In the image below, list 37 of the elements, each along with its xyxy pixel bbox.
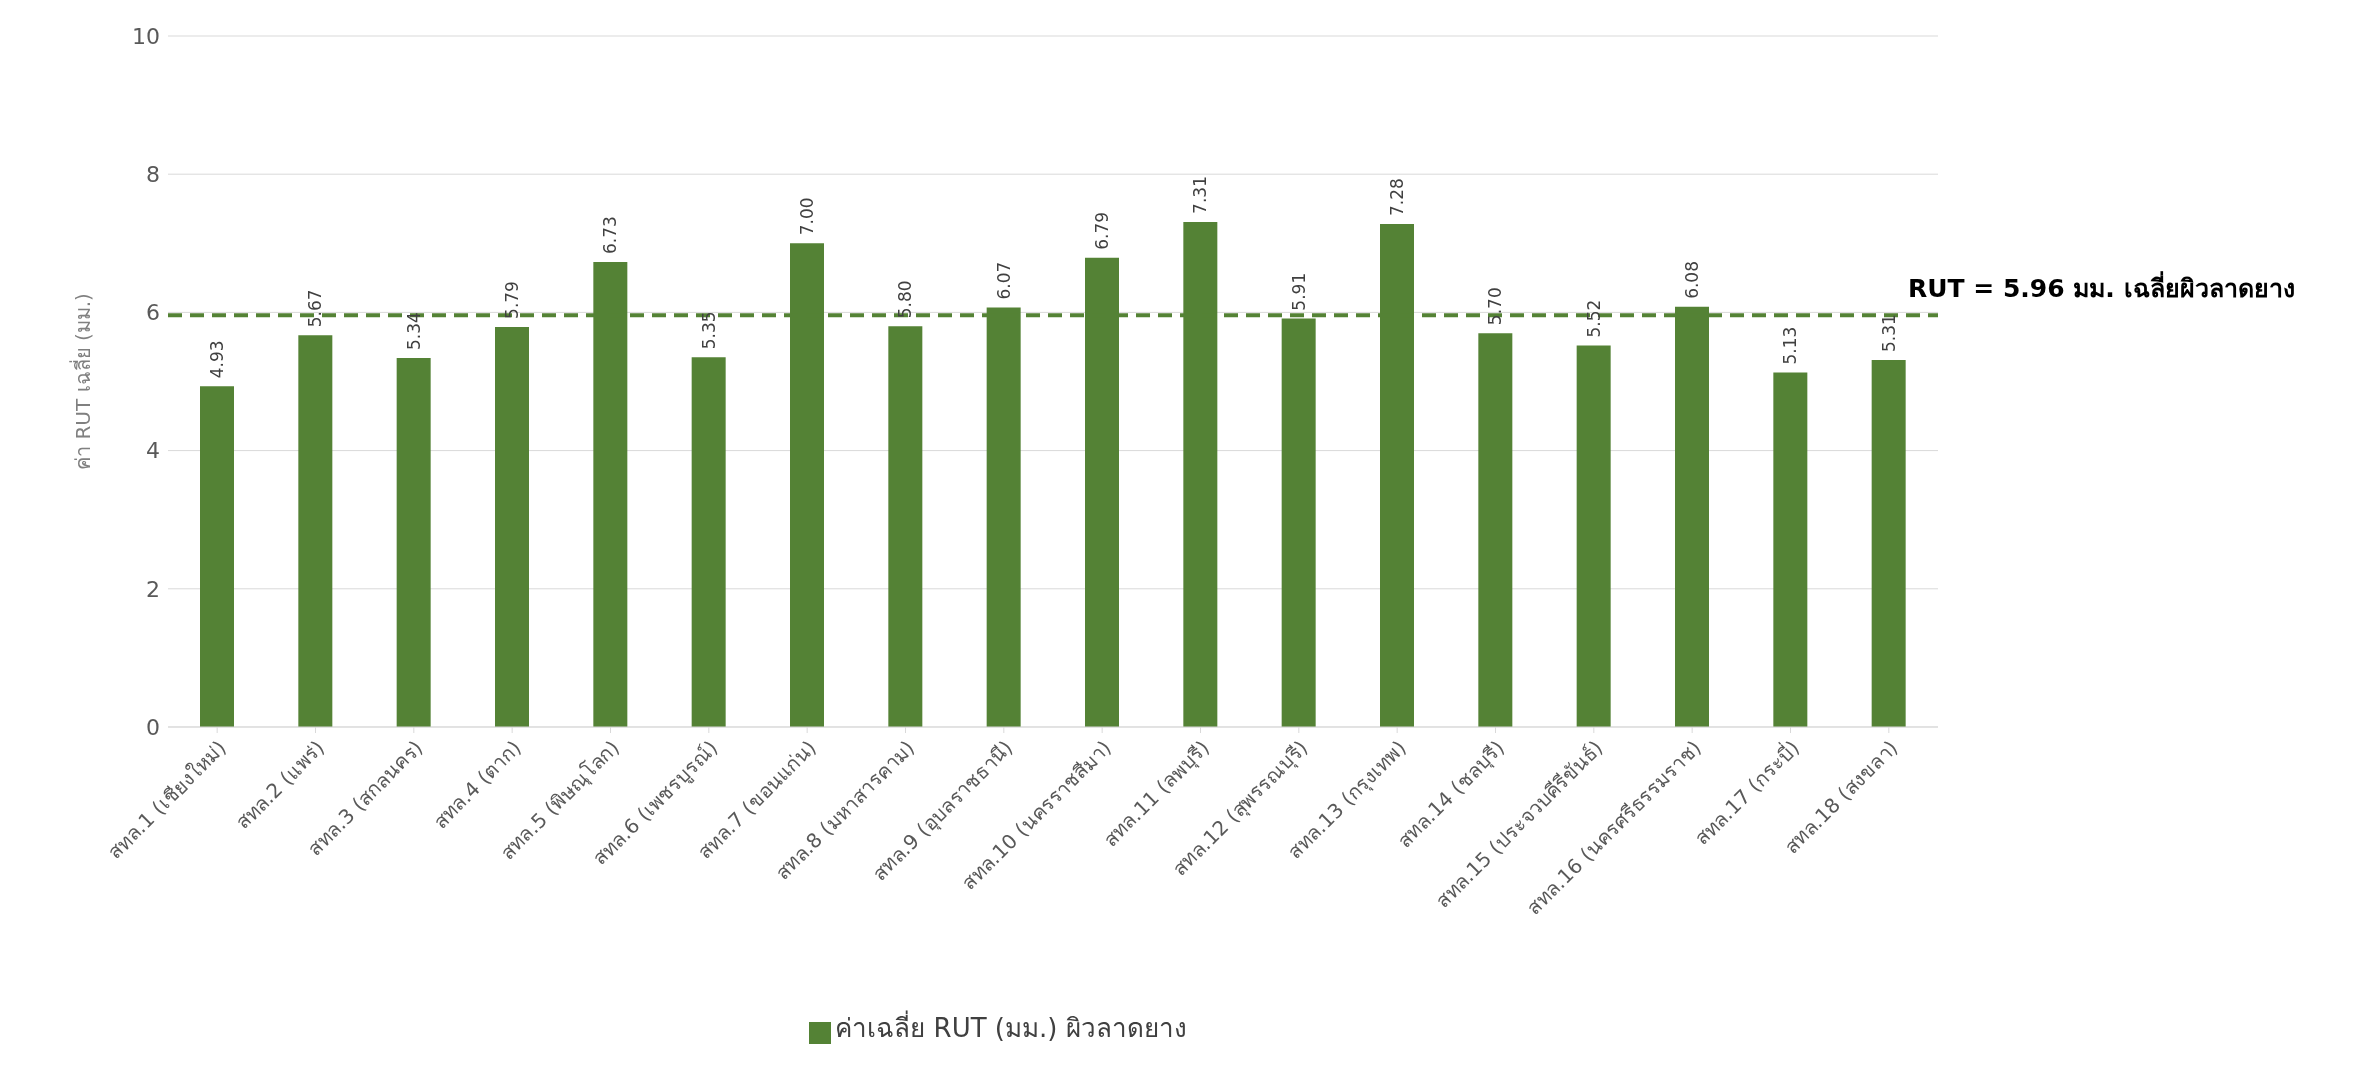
data-label: 5.13 <box>1780 326 1801 365</box>
y-tick-label: 2 <box>146 576 160 602</box>
data-label: 5.70 <box>1485 287 1506 326</box>
data-label: 7.31 <box>1190 176 1211 214</box>
data-label: 4.93 <box>207 340 227 379</box>
data-label: 5.35 <box>698 311 719 350</box>
bar <box>1281 318 1316 727</box>
bar <box>298 335 333 727</box>
data-label: 5.91 <box>1288 272 1309 311</box>
bar <box>1871 360 1906 727</box>
y-tick-label: 0 <box>146 714 160 740</box>
data-label: 5.52 <box>1583 299 1604 338</box>
data-label: 6.79 <box>1092 211 1112 250</box>
y-tick-label: 4 <box>146 438 160 464</box>
data-label: 6.07 <box>993 261 1014 300</box>
y-tick-label: 8 <box>146 162 160 188</box>
data-label: 5.80 <box>895 280 916 319</box>
bar <box>1773 372 1808 727</box>
data-label: 5.67 <box>305 289 326 328</box>
bar <box>1576 345 1611 727</box>
bar <box>495 326 529 727</box>
data-label: 7.28 <box>1387 178 1407 216</box>
bar <box>888 326 923 727</box>
data-label: 5.34 <box>403 312 424 351</box>
y-axis-title: ค่า RUT เฉลี่ย (มม.) <box>69 293 96 470</box>
ref-line-label: RUT = 5.96 มม. เฉลี่ยผิวลาดยาง <box>1908 271 2295 304</box>
bar <box>396 358 431 727</box>
bar <box>1478 333 1513 727</box>
data-label: 5.31 <box>1878 314 1899 353</box>
data-label: 7.00 <box>797 197 817 236</box>
y-tick-label: 6 <box>146 300 160 326</box>
data-label: 5.79 <box>502 281 522 319</box>
bar <box>691 357 726 727</box>
y-tick-label: 10 <box>132 23 160 49</box>
data-label: 6.73 <box>600 216 621 254</box>
data-label: 6.08 <box>1682 261 1702 299</box>
bar <box>200 386 234 727</box>
